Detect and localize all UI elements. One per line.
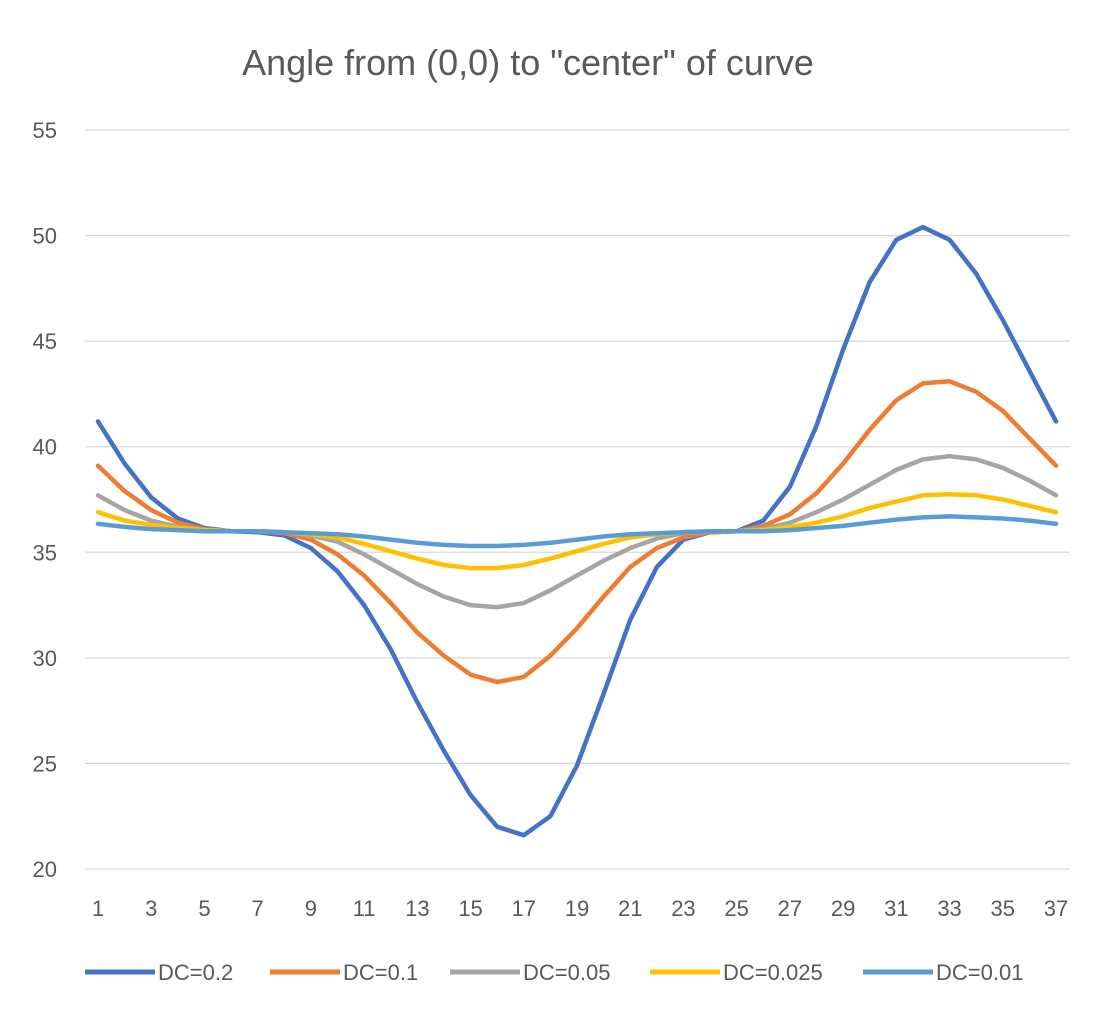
legend-label: DC=0.025 <box>723 960 823 985</box>
legend-item: DC=0.01 <box>863 960 1023 985</box>
x-tick-label: 25 <box>724 896 748 921</box>
x-tick-label: 7 <box>252 896 264 921</box>
x-tick-label: 13 <box>405 896 429 921</box>
y-tick-label: 20 <box>33 857 57 882</box>
x-tick-label: 35 <box>991 896 1015 921</box>
series-lines <box>95 224 1059 838</box>
y-tick-label: 55 <box>33 118 57 143</box>
legend-label: DC=0.05 <box>523 960 610 985</box>
x-tick-label: 31 <box>884 896 908 921</box>
legend: DC=0.2 DC=0.1 DC=0.05 DC=0.025 DC=0.01 <box>85 960 1023 985</box>
legend-label: DC=0.2 <box>158 960 233 985</box>
x-tick-label: 27 <box>778 896 802 921</box>
x-tick-label: 33 <box>937 896 961 921</box>
legend-item: DC=0.05 <box>450 960 610 985</box>
x-tick-label: 11 <box>353 896 376 921</box>
legend-item: DC=0.2 <box>85 960 233 985</box>
y-tick-label: 45 <box>33 329 57 354</box>
x-tick-label: 5 <box>198 896 210 921</box>
x-tick-label: 17 <box>512 896 536 921</box>
legend-item: DC=0.1 <box>270 960 418 985</box>
x-tick-label: 15 <box>458 896 482 921</box>
x-tick-label: 21 <box>618 896 642 921</box>
series-line-5 <box>95 514 1059 549</box>
y-tick-label: 35 <box>33 540 57 565</box>
x-tick-label: 9 <box>305 896 317 921</box>
x-tick-label: 23 <box>671 896 695 921</box>
y-tick-label: 25 <box>33 751 57 776</box>
x-tick-label: 1 <box>92 896 104 921</box>
x-axis-tick-labels: 1 3 5 7 9 11 13 15 17 19 21 23 25 27 29 31 33 35 37 <box>92 896 1068 921</box>
y-axis-tick-labels: 20 25 30 35 40 45 50 55 <box>33 118 57 882</box>
x-tick-label: 3 <box>145 896 157 921</box>
legend-item: DC=0.025 <box>650 960 823 985</box>
y-tick-label: 30 <box>33 646 57 671</box>
x-tick-label: 37 <box>1044 896 1068 921</box>
legend-label: DC=0.1 <box>343 960 418 985</box>
x-tick-label: 19 <box>565 896 589 921</box>
y-tick-label: 40 <box>33 435 57 460</box>
gridlines <box>85 129 1070 870</box>
x-tick-label: 29 <box>831 896 855 921</box>
legend-label: DC=0.01 <box>936 960 1023 985</box>
chart-title: Angle from (0,0) to "center" of curve <box>242 42 814 83</box>
y-tick-label: 50 <box>33 224 57 249</box>
